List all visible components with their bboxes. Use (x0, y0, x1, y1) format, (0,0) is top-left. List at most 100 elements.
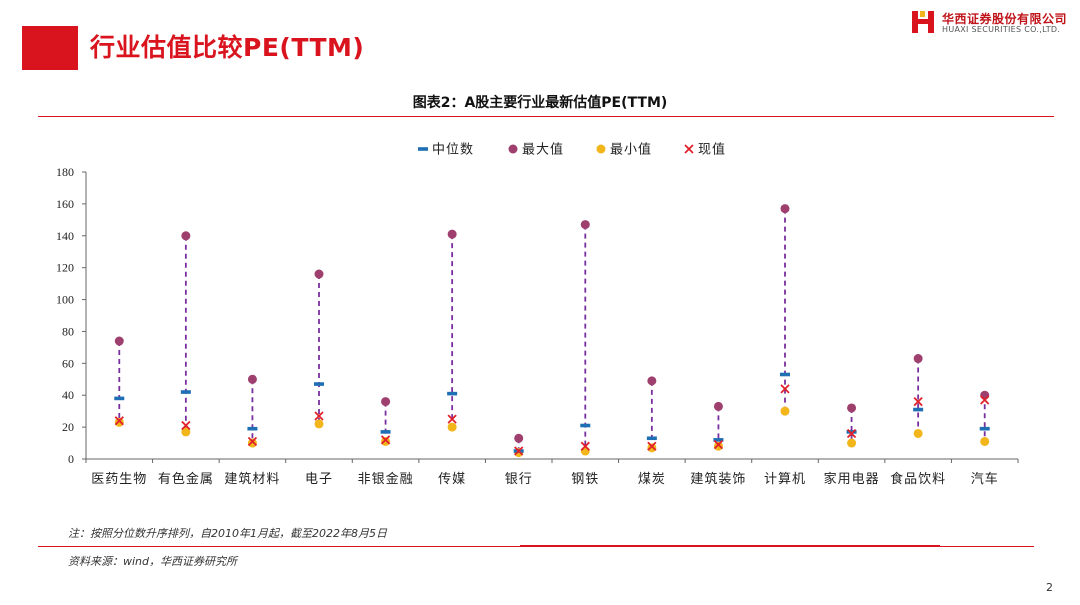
current-x-stroke (314, 411, 324, 421)
min-point (780, 406, 790, 416)
median-mark (713, 438, 724, 442)
x-tick-label: 非银金融 (358, 471, 414, 487)
median-mark (180, 390, 191, 394)
current-x-stroke (980, 395, 990, 405)
current-x-stroke (647, 441, 657, 451)
max-point (713, 401, 723, 411)
current-x-stroke (447, 414, 457, 424)
current-x-stroke (380, 435, 391, 445)
median-mark (447, 391, 458, 396)
legend-point-swatch (508, 144, 518, 154)
median-mark (114, 396, 125, 401)
median-mark (380, 430, 391, 434)
legend-label: 最大值 (522, 142, 564, 158)
legend-label: 现值 (698, 142, 726, 158)
current-x-stroke (114, 416, 124, 426)
min-point (980, 436, 990, 446)
current-point (846, 428, 857, 439)
current-point (713, 440, 724, 450)
min-point (913, 428, 923, 438)
x-tick-label: 钢铁 (571, 472, 599, 487)
current-point (514, 446, 524, 456)
x-tick-label: 建筑装饰 (690, 471, 746, 487)
x-tick-label: 汽车 (971, 471, 999, 487)
current-x-stroke (181, 420, 191, 431)
x-tick-label: 电子 (305, 472, 333, 487)
min-point (247, 438, 257, 448)
max-point (381, 397, 391, 407)
current-x-stroke (580, 441, 590, 451)
median-mark (913, 407, 924, 412)
bottom-divider-accent (520, 545, 940, 547)
x-tick-label: 银行 (505, 472, 533, 487)
max-point (980, 390, 990, 400)
current-point (447, 414, 457, 424)
max-point (247, 374, 257, 384)
max-point (913, 354, 923, 364)
max-point (780, 204, 790, 214)
max-point (114, 336, 124, 346)
logo-company-name-en: HUAXI SECURITIES CO.,LTD. (942, 25, 1061, 34)
y-tick-label: 120 (56, 261, 74, 275)
y-tick-label: 160 (56, 197, 74, 211)
legend-label: 最小值 (610, 142, 652, 158)
current-point (780, 384, 790, 394)
current-x-stroke (913, 396, 923, 407)
x-tick-label: 煤炭 (638, 472, 666, 487)
max-point (647, 376, 657, 386)
median-mark (979, 426, 990, 431)
median-mark (314, 382, 324, 386)
min-point (447, 422, 457, 432)
x-tick-label: 传媒 (438, 472, 466, 487)
max-point (181, 231, 191, 241)
max-point (514, 433, 524, 443)
current-x-stroke (514, 446, 524, 456)
min-point (114, 417, 124, 427)
company-logo: 华西证券股份有限公司 HUAXI SECURITIES CO.,LTD. (910, 8, 1075, 38)
y-tick-label: 0 (68, 452, 74, 466)
legend-point-swatch (596, 144, 606, 154)
x-tick-label: 食品饮料 (890, 471, 946, 487)
current-point (380, 435, 391, 445)
current-point (980, 395, 990, 405)
min-point (314, 419, 324, 429)
x-tick-label: 医药生物 (91, 472, 147, 487)
y-tick-label: 80 (62, 324, 74, 338)
min-point (713, 441, 723, 451)
current-point (580, 441, 590, 451)
y-tick-label: 60 (62, 356, 74, 370)
legend-median-swatch (418, 147, 428, 151)
current-point (247, 436, 258, 447)
chart-note: 注：按照分位数升序排列，自2010年1月起，截至2022年8月5日 (68, 527, 387, 540)
top-divider (38, 116, 1054, 117)
legend-x-stroke (684, 144, 694, 154)
current-x-stroke (780, 384, 790, 394)
min-point (847, 438, 857, 448)
huaxi-logo-icon (912, 11, 934, 33)
y-tick-label: 20 (62, 420, 74, 434)
axes-layer: 0 20 40 60 80 100 120 140 160 180 医药生物 有色金属 建筑材料 电子 非银… (56, 165, 1019, 487)
median-mark (780, 372, 790, 377)
legend-label: 中位数 (432, 143, 474, 158)
chart-title: 图表2：A股主要行业最新估值PE(TTM) (412, 95, 668, 111)
min-point (647, 443, 657, 453)
median-mark (846, 430, 857, 434)
median-mark (247, 426, 258, 431)
y-tick-label: 40 (62, 388, 74, 402)
min-point (181, 427, 191, 437)
y-tick-label: 140 (56, 229, 74, 243)
page-number: 2 (1046, 581, 1053, 594)
current-point (913, 396, 923, 407)
x-tick-label: 建筑材料 (224, 471, 280, 487)
current-point (181, 420, 191, 431)
max-point (314, 269, 324, 279)
y-tick-label: 100 (56, 293, 74, 307)
min-point (381, 436, 391, 446)
x-tick-label: 有色金属 (158, 471, 214, 487)
max-point (447, 229, 457, 239)
max-point (580, 220, 590, 230)
median-mark (646, 436, 657, 441)
chart-source: 资料来源：wind，华西证券研究所 (68, 555, 238, 568)
logo-company-name-cn: 华西证券股份有限公司 (942, 12, 1068, 26)
legend-current-swatch (684, 144, 694, 154)
